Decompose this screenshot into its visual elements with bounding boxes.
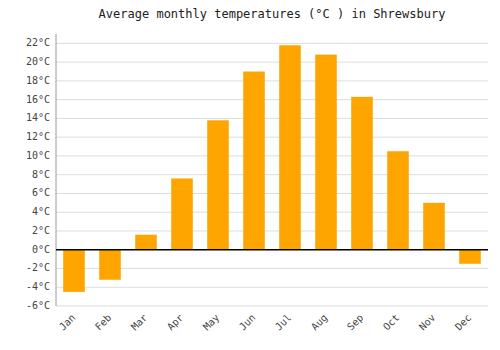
- grid: [56, 43, 488, 306]
- bar: [243, 72, 265, 250]
- grid-line: [56, 249, 488, 250]
- grid-line: [56, 268, 488, 269]
- grid-line: [56, 306, 488, 307]
- bar: [459, 250, 481, 264]
- bar: [99, 250, 121, 280]
- y-tick-label: 10°C: [26, 150, 50, 161]
- grid-line: [56, 43, 488, 44]
- x-tick-label: Dec: [453, 312, 474, 333]
- y-tick-label: 16°C: [26, 94, 50, 105]
- y-tick-label: 8°C: [32, 169, 50, 180]
- grid-line: [56, 137, 488, 138]
- x-tick-label: Sep: [345, 312, 366, 333]
- grid-line: [56, 118, 488, 119]
- bar: [279, 45, 301, 249]
- y-axis-line: [56, 34, 57, 306]
- x-tick-label: Jun: [237, 312, 258, 333]
- y-tick-label: 2°C: [32, 225, 50, 236]
- grid-line: [56, 99, 488, 100]
- x-tick-label: Feb: [93, 312, 114, 333]
- y-tick-label: 0°C: [32, 244, 50, 255]
- grid-line: [56, 193, 488, 194]
- chart: Average monthly temperatures (°C ) in Sh…: [0, 0, 500, 350]
- bar: [63, 250, 85, 292]
- x-tick-label: Mar: [129, 312, 150, 333]
- grid-line: [56, 155, 488, 156]
- grid-line: [56, 287, 488, 288]
- title: Average monthly temperatures (°C ) in Sh…: [99, 7, 446, 21]
- bar: [207, 120, 229, 249]
- bar: [387, 151, 409, 249]
- grid-line: [56, 80, 488, 81]
- bars: [63, 45, 481, 292]
- y-tick-labels: -6°C -4°C -2°C 0°C 2°C 4°C 6°C 8°C 10°C 12°C 14°C 1…: [26, 37, 50, 311]
- y-tick-label: 14°C: [26, 112, 50, 123]
- y-tick-label: 12°C: [26, 131, 50, 142]
- y-tick-label: -6°C: [26, 300, 50, 311]
- grid-line: [56, 62, 488, 63]
- x-tick-label: Nov: [417, 312, 438, 333]
- x-tick-label: Apr: [165, 312, 186, 333]
- bar: [315, 55, 337, 250]
- chart-container: Average monthly temperatures (°C ) in Sh…: [0, 0, 500, 350]
- y-tick-label: 22°C: [26, 37, 50, 48]
- x-tick-label: Aug: [309, 312, 330, 333]
- x-tick-labels: Jan Feb Mar Apr May Jun Jul Aug Sep Oct Nov Dec: [57, 312, 474, 333]
- bar: [423, 203, 445, 250]
- y-tick-label: -2°C: [26, 262, 50, 273]
- x-tick-label: May: [201, 312, 222, 333]
- y-tick-label: 6°C: [32, 187, 50, 198]
- y-tick-label: 4°C: [32, 206, 50, 217]
- bar: [135, 235, 157, 250]
- y-tick-label: -4°C: [26, 281, 50, 292]
- y-tick-label: 18°C: [26, 75, 50, 86]
- x-tick-label: Jul: [273, 312, 294, 333]
- grid-line: [56, 174, 488, 175]
- bar: [171, 178, 193, 249]
- x-tick-label: Oct: [381, 312, 402, 333]
- zero-line: [56, 249, 488, 251]
- y-tick-label: 20°C: [26, 56, 50, 67]
- x-tick-label: Jan: [57, 312, 78, 333]
- bar: [351, 97, 373, 250]
